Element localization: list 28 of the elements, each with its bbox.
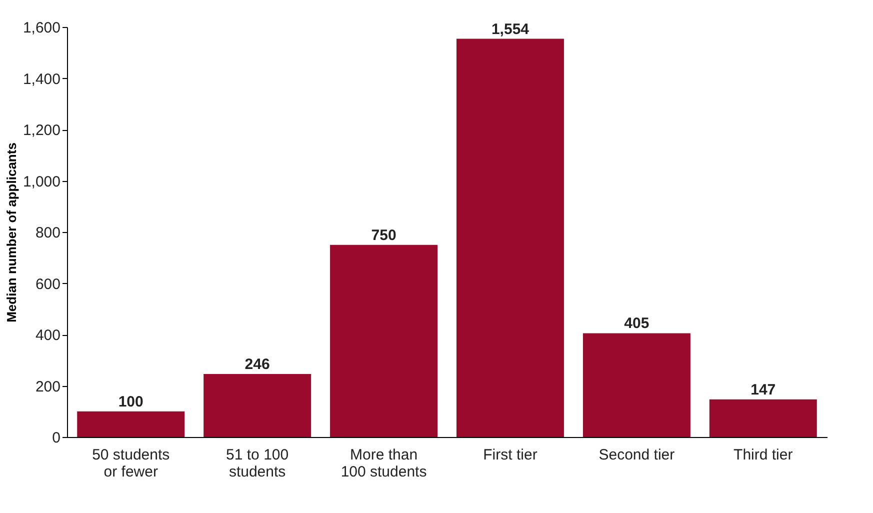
data-label: 147 — [750, 381, 776, 398]
data-label: 750 — [371, 226, 396, 244]
y-tick-label: 1,600 — [22, 20, 60, 36]
data-label: 1,554 — [491, 20, 530, 38]
x-tick-label: 51 to 100 students — [226, 446, 289, 480]
x-tick-label: Second tier — [598, 446, 675, 464]
bar — [204, 374, 312, 437]
x-tick-label: 50 students or fewer — [92, 446, 170, 480]
y-tick-label: 0 — [52, 430, 60, 446]
y-tick-label: 800 — [35, 224, 60, 242]
bar — [582, 333, 690, 437]
data-label: 246 — [244, 356, 270, 373]
x-tick-label: Third tier — [734, 446, 793, 464]
y-axis-title: Median number of applicants — [4, 142, 19, 322]
data-label: 100 — [118, 393, 144, 410]
y-tick-label: 600 — [35, 276, 60, 293]
y-tick-label: 200 — [35, 378, 60, 396]
bar — [709, 399, 817, 437]
y-tick-label: 1,200 — [22, 122, 60, 139]
y-tick-label: 1,400 — [22, 70, 60, 88]
bar — [77, 411, 185, 437]
y-tick-label: 1,000 — [22, 173, 60, 190]
data-label: 405 — [624, 315, 650, 332]
bar — [330, 244, 438, 437]
x-tick-label: More than 100 students — [340, 446, 427, 480]
bar — [456, 38, 564, 437]
x-tick-label: First tier — [483, 446, 538, 464]
y-tick-label: 400 — [35, 327, 60, 344]
